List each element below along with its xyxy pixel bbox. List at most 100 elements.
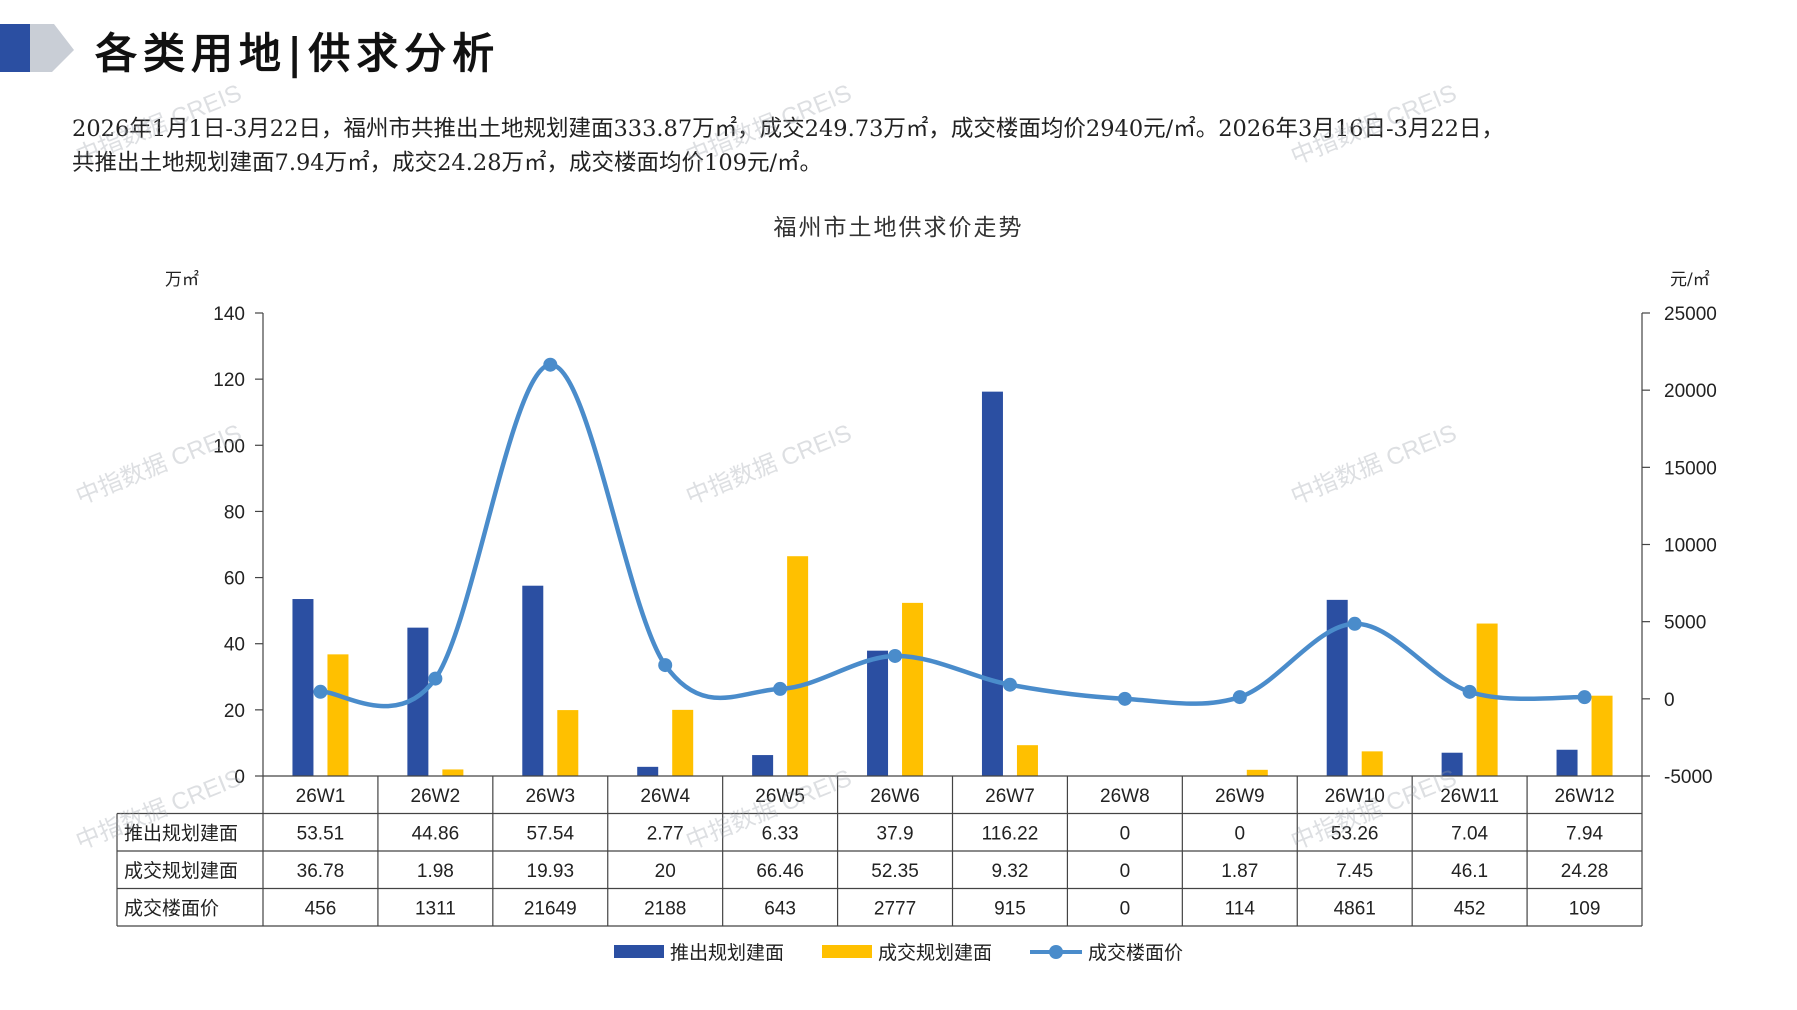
summary-line-2: 共推出土地规划建面7.94万㎡，成交24.28万㎡，成交楼面均价109元/㎡。 [72, 150, 823, 176]
bar-supply [637, 766, 659, 776]
table-header-cell: 26W1 [296, 786, 346, 807]
table-cell: 24.28 [1561, 861, 1609, 882]
bar-supply [407, 627, 429, 776]
chart-title: 福州市土地供求价走势 [773, 215, 1024, 241]
left-tick-label: 120 [213, 370, 245, 391]
bar-supply [522, 585, 544, 776]
table-header-cell: 26W8 [1100, 786, 1150, 807]
table-cell: 7.45 [1336, 861, 1373, 882]
right-tick-label: 15000 [1664, 458, 1717, 479]
price-point [1462, 684, 1477, 699]
legend-label-price: 成交楼面价 [1088, 942, 1184, 964]
legend-item-price: 成交楼面价 [1030, 938, 1183, 965]
watermark-text: 中指数据 CREIS [72, 420, 245, 511]
watermark-text: 中指数据 CREIS [682, 80, 855, 171]
table-cell: 643 [764, 898, 796, 919]
legend-label-supply: 推出规划建面 [669, 942, 784, 964]
table-cell: 456 [305, 898, 337, 919]
table-cell: 0 [1120, 898, 1131, 919]
bar-supply [752, 755, 774, 776]
price-point [543, 357, 558, 372]
table-header-cell: 26W2 [411, 786, 461, 807]
bar-supply [292, 599, 314, 776]
table-cell: 0 [1120, 861, 1131, 882]
table-cell: 20 [655, 861, 676, 882]
bar-deal [557, 710, 579, 776]
table-cell: 2777 [874, 898, 916, 919]
table-cell: 19.93 [527, 861, 575, 882]
table-cell: 4861 [1334, 898, 1376, 919]
table-cell: 44.86 [412, 823, 460, 844]
left-tick-label: 140 [213, 304, 245, 325]
table-cell: 0 [1235, 823, 1246, 844]
bar-supply [1441, 752, 1463, 776]
table-cell: 53.51 [297, 823, 345, 844]
bar-supply [1326, 599, 1348, 776]
table-cell: 46.1 [1451, 861, 1488, 882]
left-tick-label: 60 [224, 569, 245, 590]
table-header-cell: 26W9 [1215, 786, 1265, 807]
right-axis-unit: 元/㎡ [1670, 270, 1710, 290]
table-cell: 52.35 [871, 861, 919, 882]
table-cell: 114 [1225, 898, 1256, 919]
bar-deal [1361, 751, 1383, 776]
bar-supply [867, 650, 889, 776]
summary-text: 2026年1月1日-3月22日，福州市共推出土地规划建面333.87万㎡，成交2… [72, 112, 1762, 180]
price-point [428, 671, 443, 686]
table-cell: 36.78 [297, 861, 345, 882]
table-cell: 53.26 [1331, 823, 1379, 844]
table-cell: 7.94 [1566, 823, 1603, 844]
table-cell: 2188 [644, 898, 686, 919]
decoration-block-light [30, 24, 74, 72]
bar-deal [1246, 769, 1268, 776]
legend-label-deal: 成交规划建面 [877, 942, 992, 964]
watermark-text: 中指数据 CREIS [1287, 420, 1460, 511]
table-row-label: 推出规划建面 [124, 822, 238, 844]
left-tick-label: 20 [224, 701, 245, 722]
table-cell: 109 [1569, 898, 1601, 919]
left-tick-label: 80 [224, 502, 245, 523]
watermark-text: 中指数据 CREIS [1287, 80, 1460, 171]
bar-deal [1016, 745, 1038, 776]
legend-swatch-deal [821, 945, 872, 958]
right-tick-label: 25000 [1664, 304, 1717, 325]
table-cell: 9.32 [991, 861, 1028, 882]
legend-item-supply: 推出规划建面 [613, 938, 784, 965]
bar-deal [787, 556, 809, 776]
legend-swatch-supply [613, 945, 664, 958]
table-cell: 37.9 [877, 823, 914, 844]
bar-deal [327, 654, 349, 776]
left-tick-label: 40 [224, 635, 245, 656]
table-header-cell: 26W6 [870, 786, 920, 807]
left-tick-label: 0 [234, 767, 245, 788]
table-header-cell: 26W3 [525, 786, 575, 807]
left-axis-unit: 万㎡ [165, 270, 199, 290]
table-row-label: 成交规划建面 [124, 860, 238, 882]
table-cell: 66.46 [756, 861, 804, 882]
table-header-cell: 26W4 [640, 786, 690, 807]
price-point [658, 658, 673, 673]
price-point [1347, 616, 1362, 631]
price-point [1577, 690, 1592, 705]
price-point [773, 681, 788, 696]
table-cell: 2.77 [647, 823, 684, 844]
left-tick-label: 100 [213, 436, 245, 457]
page-title: 各类用地|供求分析 [95, 29, 501, 78]
right-tick-label: -5000 [1664, 767, 1713, 788]
price-point [1002, 677, 1017, 692]
table-header-cell: 26W7 [985, 786, 1035, 807]
legend-swatch-price [1030, 944, 1082, 959]
price-point [1117, 691, 1132, 706]
right-tick-label: 5000 [1664, 613, 1706, 634]
right-tick-label: 10000 [1664, 536, 1717, 557]
bar-deal [442, 769, 464, 776]
legend-item-deal: 成交规划建面 [821, 938, 992, 965]
table-cell: 6.33 [762, 823, 799, 844]
table-cell: 7.04 [1451, 823, 1488, 844]
bar-supply [981, 391, 1003, 776]
table-cell: 1.87 [1221, 861, 1258, 882]
table-header-cell: 26W5 [755, 786, 805, 807]
price-point [888, 648, 903, 663]
bar-deal [1591, 695, 1613, 776]
